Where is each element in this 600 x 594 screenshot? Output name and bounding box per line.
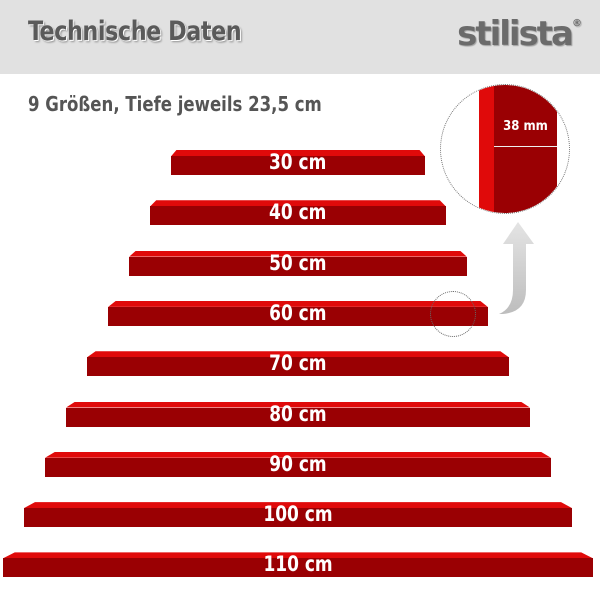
shelf-front bbox=[108, 306, 488, 326]
shelf-60: 60 cm bbox=[108, 300, 488, 326]
logo-text: stilista bbox=[457, 14, 574, 54]
shelf-30: 30 cm bbox=[171, 150, 425, 175]
shelf-top bbox=[24, 502, 572, 509]
shelf-front bbox=[45, 457, 551, 477]
shelf-front bbox=[129, 256, 467, 276]
shelf-front bbox=[171, 156, 425, 175]
subtitle: 9 Größen, Tiefe jeweils 23,5 cm bbox=[28, 92, 322, 116]
shelf-size-label: 60 cm bbox=[269, 300, 327, 325]
shelf-top bbox=[45, 451, 551, 458]
shelf-size-label: 90 cm bbox=[269, 451, 327, 476]
brand-logo: stilista® bbox=[457, 14, 582, 54]
thickness-label: 38 mm bbox=[503, 119, 548, 134]
thickness-detail-magnifier: 38 mm bbox=[440, 84, 570, 214]
shelf-110: 110 cm bbox=[2, 552, 594, 578]
shelf-top bbox=[87, 351, 509, 358]
measure-line bbox=[494, 146, 557, 147]
shelf-size-label: 40 cm bbox=[269, 200, 327, 225]
header-band: Technische Daten stilista® bbox=[0, 0, 600, 74]
shelf-top bbox=[108, 300, 488, 307]
shelf-90: 90 cm bbox=[45, 451, 551, 477]
shelf-top bbox=[150, 200, 446, 207]
shelf-front bbox=[87, 357, 509, 377]
shelf-size-label: 110 cm bbox=[263, 552, 333, 577]
shelf-top bbox=[2, 552, 594, 559]
shelf-size-label: 30 cm bbox=[269, 150, 327, 174]
shelf-40: 40 cm bbox=[150, 200, 446, 226]
registered-mark: ® bbox=[572, 18, 582, 29]
shelf-50: 50 cm bbox=[129, 250, 467, 276]
shelf-front-edge bbox=[479, 85, 494, 213]
shelf-size-label: 70 cm bbox=[269, 351, 327, 376]
shelf-front bbox=[2, 558, 594, 578]
shelf-side bbox=[494, 85, 557, 213]
shelf-top bbox=[171, 150, 425, 156]
shelf-size-label: 100 cm bbox=[263, 502, 333, 527]
shelf-100: 100 cm bbox=[24, 502, 572, 528]
shelf-70: 70 cm bbox=[87, 351, 509, 377]
shelf-top bbox=[66, 401, 530, 408]
shelf-size-label: 50 cm bbox=[269, 250, 327, 275]
detail-source-circle bbox=[430, 291, 476, 337]
shelf-80: 80 cm bbox=[66, 401, 530, 427]
curved-arrow-up-icon bbox=[499, 222, 534, 314]
shelf-front bbox=[66, 407, 530, 427]
shelf-top bbox=[129, 250, 467, 257]
page-title: Technische Daten bbox=[28, 16, 242, 47]
shelf-size-label: 80 cm bbox=[269, 401, 327, 426]
shelf-front bbox=[24, 508, 572, 528]
shelf-front bbox=[150, 206, 446, 226]
